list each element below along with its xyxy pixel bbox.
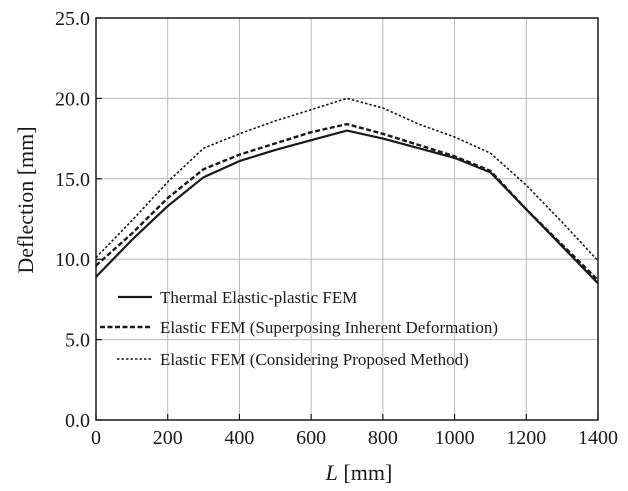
x-tick-label: 600 — [296, 427, 326, 449]
legend-label-1: Thermal Elastic-plastic FEM — [160, 288, 357, 307]
y-axis-title: Deflection [mm] — [13, 126, 38, 273]
legend-label-3: Elastic FEM (Considering Proposed Method… — [160, 350, 469, 369]
x-tick-label: 400 — [224, 427, 254, 449]
legend: Thermal Elastic-plastic FEM Elastic FEM (… — [100, 288, 498, 369]
series-lines — [95, 97, 599, 285]
series-line-1 — [95, 129, 599, 285]
y-tick-label: 15.0 — [55, 169, 90, 191]
series-line-3 — [95, 97, 599, 262]
tick-labels: 0 200 400 600 800 1000 1200 1400 0.0 5.0 10.0 15.0 2… — [55, 8, 618, 449]
x-tick-label: 1200 — [506, 427, 546, 449]
x-axis-title-unit: [mm] — [338, 460, 392, 485]
x-tick-label: 200 — [153, 427, 183, 449]
series-line-2 — [95, 122, 599, 281]
legend-label-2: Elastic FEM (Superposing Inherent Deform… — [160, 318, 498, 337]
x-tick-label: 1400 — [578, 427, 618, 449]
x-axis-title: L [mm] — [325, 460, 393, 485]
x-tick-label: 0 — [91, 427, 101, 449]
ticks — [95, 17, 599, 421]
y-tick-label: 20.0 — [55, 88, 90, 110]
x-axis-title-symbol: L — [325, 460, 338, 485]
x-tick-label: 800 — [368, 427, 398, 449]
y-tick-label: 10.0 — [55, 249, 90, 271]
x-tick-label: 1000 — [435, 427, 475, 449]
grid — [96, 18, 598, 420]
plot-frame — [95, 17, 599, 421]
y-tick-label: 25.0 — [55, 8, 90, 30]
y-tick-label: 0.0 — [65, 410, 90, 432]
y-tick-label: 5.0 — [65, 330, 90, 352]
